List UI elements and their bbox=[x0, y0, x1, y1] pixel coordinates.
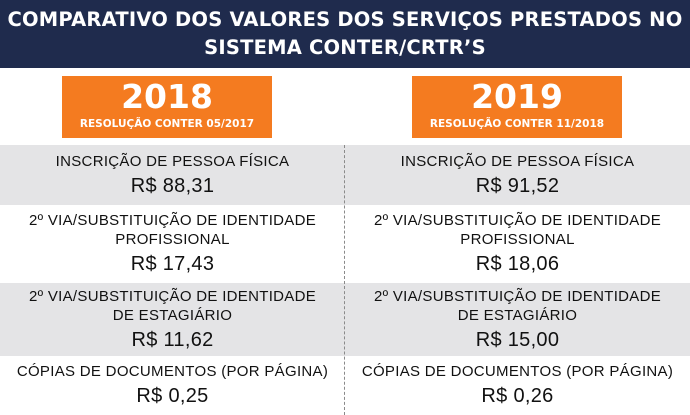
page-title: COMPARATIVO DOS VALORES DOS SERVIÇOS PRE… bbox=[0, 0, 690, 68]
service-label-line-2: DE ESTAGIÁRIO bbox=[112, 306, 233, 324]
price-2018: R$ 0,25 bbox=[136, 385, 209, 407]
service-label-line-1: 2º VIA/SUBSTITUIÇÃO DE IDENTIDADE bbox=[28, 212, 317, 229]
service-cell-2018: CÓPIAS DE DOCUMENTOS (POR PÁGINA) R$ 0,2… bbox=[0, 356, 345, 415]
year-2019-badge: 2019 RESOLUÇÃO CONTER 11/2018 bbox=[412, 76, 622, 138]
service-label: CÓPIAS DE DOCUMENTOS (POR PÁGINA) bbox=[16, 363, 329, 380]
service-label-line-1: 2º VIA/SUBSTITUIÇÃO DE IDENTIDADE bbox=[373, 212, 662, 229]
title-line-2: SISTEMA CONTER/CRTR’S bbox=[204, 36, 486, 59]
price-2019: R$ 18,06 bbox=[475, 253, 560, 275]
service-cell-2018: 2º VIA/SUBSTITUIÇÃO DE IDENTIDADE PROFIS… bbox=[0, 205, 345, 283]
price-2018: R$ 88,31 bbox=[130, 174, 215, 197]
year-2018-badge: 2018 RESOLUÇÃO CONTER 05/2017 bbox=[62, 76, 272, 138]
title-line-1: COMPARATIVO DOS VALORES DOS SERVIÇOS PRE… bbox=[7, 8, 683, 31]
service-label: INSCRIÇÃO DE PESSOA FÍSICA bbox=[55, 152, 290, 170]
service-row-identidade-estagiario: 2º VIA/SUBSTITUIÇÃO DE IDENTIDADE DE EST… bbox=[0, 283, 690, 356]
service-label-line-1: 2º VIA/SUBSTITUIÇÃO DE IDENTIDADE bbox=[373, 287, 662, 305]
service-cell-2019: CÓPIAS DE DOCUMENTOS (POR PÁGINA) R$ 0,2… bbox=[345, 356, 690, 415]
year-2018-label: 2018 bbox=[121, 77, 213, 116]
price-2019: R$ 91,52 bbox=[475, 174, 560, 197]
service-row-identidade-profissional: 2º VIA/SUBSTITUIÇÃO DE IDENTIDADE PROFIS… bbox=[0, 205, 690, 283]
column-divider bbox=[344, 145, 345, 415]
price-2018: R$ 11,62 bbox=[131, 328, 214, 351]
service-row-copias: CÓPIAS DE DOCUMENTOS (POR PÁGINA) R$ 0,2… bbox=[0, 356, 690, 415]
service-label-line-2: PROFISSIONAL bbox=[115, 231, 230, 248]
service-cell-2018: 2º VIA/SUBSTITUIÇÃO DE IDENTIDADE DE EST… bbox=[0, 283, 345, 356]
resolution-2019-label: RESOLUÇÃO CONTER 11/2018 bbox=[429, 118, 605, 130]
service-cell-2019: INSCRIÇÃO DE PESSOA FÍSICA R$ 91,52 bbox=[345, 145, 690, 205]
service-label-line-2: PROFISSIONAL bbox=[460, 231, 575, 248]
service-label-line-1: 2º VIA/SUBSTITUIÇÃO DE IDENTIDADE bbox=[28, 287, 317, 305]
resolution-2018-label: RESOLUÇÃO CONTER 05/2017 bbox=[79, 118, 255, 130]
service-cell-2018: INSCRIÇÃO DE PESSOA FÍSICA R$ 88,31 bbox=[0, 145, 345, 205]
service-cell-2019: 2º VIA/SUBSTITUIÇÃO DE IDENTIDADE PROFIS… bbox=[345, 205, 690, 283]
price-2019: R$ 0,26 bbox=[481, 385, 554, 407]
service-row-inscricao: INSCRIÇÃO DE PESSOA FÍSICA R$ 88,31 INSC… bbox=[0, 145, 690, 205]
year-2019-label: 2019 bbox=[471, 77, 563, 116]
service-label-line-2: DE ESTAGIÁRIO bbox=[457, 306, 578, 324]
service-label: INSCRIÇÃO DE PESSOA FÍSICA bbox=[400, 152, 635, 170]
price-2019: R$ 15,00 bbox=[475, 328, 560, 351]
service-cell-2019: 2º VIA/SUBSTITUIÇÃO DE IDENTIDADE DE EST… bbox=[345, 283, 690, 356]
service-label: CÓPIAS DE DOCUMENTOS (POR PÁGINA) bbox=[361, 363, 674, 380]
price-2018: R$ 17,43 bbox=[130, 253, 215, 275]
